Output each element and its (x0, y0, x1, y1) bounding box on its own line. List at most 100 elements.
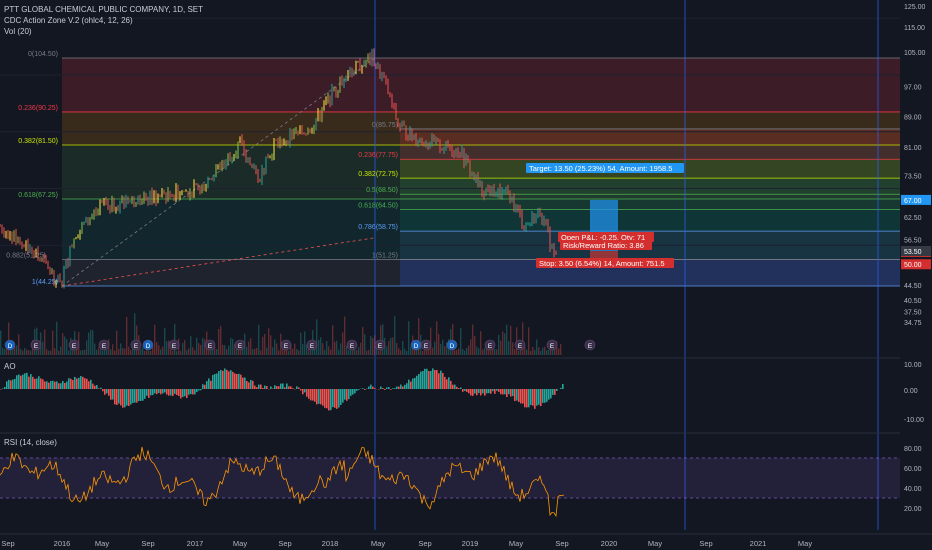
event-marker[interactable]: E (546, 339, 558, 351)
event-marker[interactable]: E (98, 339, 110, 351)
ao-bar (400, 384, 402, 389)
volume-bar (300, 332, 302, 355)
ao-bar (112, 389, 114, 400)
indicator-cdc-legend[interactable]: CDC Action Zone V.2 (ohlc4, 12, 26) (4, 16, 133, 25)
ao-bar (128, 389, 130, 406)
event-marker-dot (142, 339, 154, 351)
ao-bar (42, 379, 44, 389)
ao-bar (108, 389, 110, 396)
event-marker-dot (306, 339, 318, 351)
volume-bar (396, 342, 398, 355)
time-axis[interactable]: Sep 2016 May Sep 2017 May Sep 2018 May Sep 2019 May… (0, 533, 932, 550)
ao-bar (58, 383, 60, 389)
ao-bar (256, 387, 258, 389)
price-axis[interactable]: 125.00 115.00 105.00 97.00 89.00 81.00 73.50 67… (900, 0, 932, 550)
volume-bar (218, 329, 220, 355)
ao-tick: 10.00 (904, 362, 922, 369)
volume-bar (390, 337, 392, 355)
ao-bar (90, 379, 92, 389)
event-marker[interactable]: E (234, 339, 246, 351)
volume-bar (496, 349, 498, 355)
volume-bar (502, 331, 504, 355)
ao-bar (438, 373, 440, 389)
event-marker[interactable]: E (130, 339, 142, 351)
fib-band (62, 259, 900, 286)
volume-bar (310, 349, 312, 355)
ao-bar (20, 375, 22, 389)
event-marker[interactable]: E (68, 339, 80, 351)
volume-bar (302, 343, 304, 355)
event-marker[interactable]: E (484, 339, 496, 351)
ao-bar (404, 384, 406, 389)
time-tick: May (95, 539, 109, 548)
volume-bar (112, 344, 114, 355)
volume-bar (478, 348, 480, 355)
volume-bar (8, 322, 10, 355)
event-marker[interactable]: E (420, 339, 432, 351)
price-tick: 56.50 (904, 238, 922, 245)
volume-bar (76, 348, 78, 355)
fib-band (62, 111, 900, 146)
volume-bar (132, 348, 134, 355)
target-label-bg (526, 163, 684, 173)
ao-bar (150, 389, 152, 396)
ao-bar (296, 386, 298, 389)
ao-bar (136, 389, 138, 403)
volume-bar (378, 350, 380, 355)
time-tick: Sep (1, 539, 14, 548)
ao-bar (538, 389, 540, 405)
ao-bar (132, 389, 134, 404)
event-marker[interactable]: E (204, 339, 216, 351)
ao-bar (342, 389, 344, 403)
ao-bar (48, 382, 50, 389)
event-marker[interactable]: E (280, 339, 292, 351)
long-position-tool[interactable]: Target: 13.50 (25.23%) 54, Amount: 1958.… (526, 163, 684, 268)
price-tick: 40.50 (904, 298, 922, 305)
event-marker[interactable]: D (4, 339, 16, 351)
event-marker[interactable]: D (142, 339, 154, 351)
ao-bar (282, 383, 284, 389)
event-marker[interactable]: D (446, 339, 458, 351)
ao-bar (430, 370, 432, 389)
volume-bar (400, 350, 402, 355)
volume-bar (20, 349, 22, 355)
event-marker[interactable]: E (346, 339, 358, 351)
ao-bar (248, 382, 250, 389)
rsi-panel (0, 432, 900, 518)
ao-bar (10, 380, 12, 389)
event-marker[interactable]: E (584, 339, 596, 351)
event-marker-dot (130, 339, 142, 351)
ao-bar (190, 389, 192, 395)
event-marker[interactable]: E (306, 339, 318, 351)
volume-bar (66, 339, 68, 355)
ao-bar (260, 384, 262, 389)
volume-bar (476, 346, 478, 355)
event-marker[interactable]: E (168, 339, 180, 351)
volume-bar (2, 347, 4, 355)
ao-bar (210, 380, 212, 389)
volume-bar (334, 341, 336, 355)
event-marker[interactable]: E (30, 339, 42, 351)
volume-bar (122, 348, 124, 355)
event-marker[interactable]: E (514, 339, 526, 351)
time-tick: 2017 (187, 539, 204, 548)
indicator-vol-legend[interactable]: Vol (20) (4, 27, 32, 36)
trend-line (61, 57, 376, 287)
ao-bar (6, 381, 8, 389)
event-marker-dot (514, 339, 526, 351)
rsi-legend[interactable]: RSI (14, close) (4, 438, 57, 447)
event-marker[interactable]: D (410, 339, 422, 351)
ao-bar (34, 378, 36, 389)
volume-bar (294, 343, 296, 355)
chart-title[interactable]: PTT GLOBAL CHEMICAL PUBLIC COMPANY, 1D, … (4, 5, 204, 14)
event-marker[interactable]: E (374, 339, 386, 351)
ao-bar (204, 384, 206, 389)
ao-legend[interactable]: AO (4, 362, 16, 371)
ao-bar (392, 388, 394, 389)
price-tick: 105.00 (904, 50, 926, 57)
price-tick: 34.75 (904, 320, 922, 327)
volume-bar (290, 343, 292, 355)
ao-bar (450, 380, 452, 389)
